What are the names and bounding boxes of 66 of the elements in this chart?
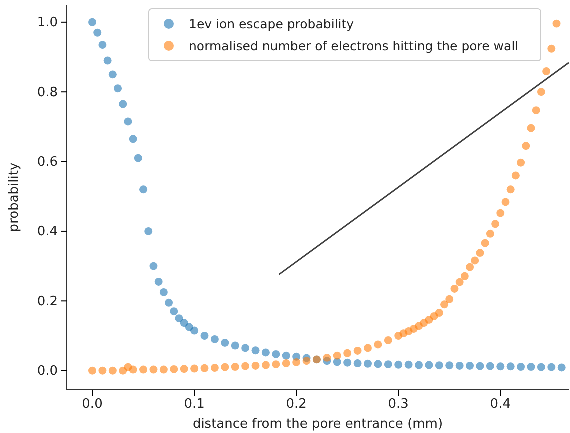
point <box>384 360 392 369</box>
y-tick-label: 0.6 <box>37 154 58 170</box>
point <box>124 118 132 126</box>
point <box>119 100 128 108</box>
point <box>88 18 96 26</box>
point <box>344 358 352 367</box>
point <box>527 363 536 371</box>
point <box>394 360 403 369</box>
point <box>98 41 107 50</box>
point <box>476 362 484 370</box>
point <box>160 288 168 296</box>
point <box>134 154 142 162</box>
y-tick-label: 0.8 <box>37 85 58 100</box>
point <box>231 342 240 350</box>
legend-label: normalised number of electrons hitting the pore wall <box>189 38 519 54</box>
x-tick-label: 0.1 <box>184 397 205 412</box>
point <box>242 344 250 352</box>
point <box>404 360 413 369</box>
y-tick-label: 0.2 <box>37 294 58 310</box>
legend-label: 1ev ion escape probability <box>189 16 355 32</box>
point <box>446 362 454 370</box>
x-tick-label: 0.0 <box>82 397 103 412</box>
x-tick-label: 0.4 <box>490 397 511 412</box>
point <box>425 361 434 370</box>
point <box>506 362 515 371</box>
point <box>190 326 199 335</box>
x-tick-label: 0.3 <box>388 397 409 412</box>
point <box>210 336 219 344</box>
y-tick-label: 1.0 <box>37 16 58 31</box>
y-tick-label: 0.0 <box>37 364 58 379</box>
x-axis-title: distance from the pore entrance (mm) <box>192 417 444 432</box>
point <box>517 363 526 371</box>
x-tick-label: 0.2 <box>286 397 307 412</box>
y-axis-title: probability <box>7 162 22 232</box>
point <box>154 278 163 286</box>
point <box>180 319 188 328</box>
point <box>221 338 230 347</box>
point <box>456 362 464 370</box>
point <box>435 362 444 370</box>
point <box>466 362 474 370</box>
point <box>364 360 372 368</box>
point <box>144 227 153 236</box>
point <box>165 298 174 307</box>
point <box>175 314 184 323</box>
point <box>114 84 122 93</box>
point <box>374 360 382 368</box>
point <box>354 360 362 368</box>
point <box>140 186 148 194</box>
point <box>262 348 270 357</box>
point <box>486 362 494 370</box>
point <box>104 56 112 65</box>
point <box>537 363 546 372</box>
y-tick-label: 0.4 <box>37 224 58 240</box>
point <box>558 364 566 372</box>
point <box>108 70 117 79</box>
point <box>415 361 423 370</box>
point <box>496 362 505 371</box>
point <box>94 28 102 37</box>
point <box>170 308 178 316</box>
point <box>548 363 556 372</box>
point <box>252 346 260 355</box>
point <box>272 350 280 358</box>
point <box>129 135 138 144</box>
point <box>282 352 290 360</box>
point <box>150 262 158 270</box>
point <box>200 332 209 340</box>
